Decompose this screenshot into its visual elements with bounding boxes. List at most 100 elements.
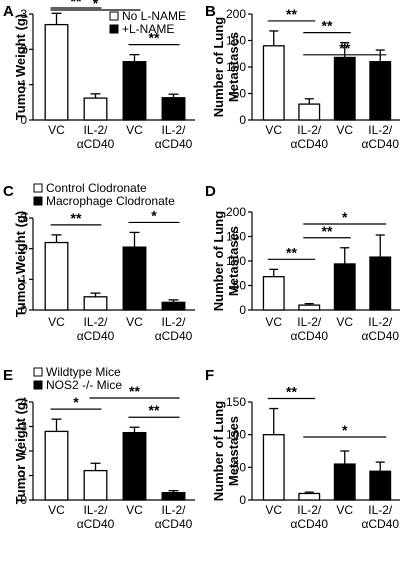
bar: [122, 246, 147, 311]
x-category-label-line: αCD40: [155, 329, 193, 343]
bar: [122, 431, 147, 501]
bar: [298, 304, 321, 311]
bar: [262, 434, 285, 501]
bar: [122, 61, 147, 121]
y-tick-label: 1: [20, 78, 27, 92]
significance-marker: **: [322, 223, 333, 239]
x-category-label: IL-2/αCD40: [77, 315, 115, 343]
x-category-label: IL-2/αCD40: [290, 315, 328, 343]
y-axis-label: Tumor Weight (g): [13, 398, 28, 504]
x-category-label: VC: [336, 315, 353, 329]
y-tick-label: 50: [233, 87, 247, 101]
x-category-label: IL-2/αCD40: [155, 503, 193, 531]
x-category-label-line: IL-2/: [368, 123, 393, 137]
y-axis-label: Number of LungMetastases: [211, 17, 241, 117]
legend-swatch: [109, 11, 119, 21]
x-category-label: VC: [265, 315, 282, 329]
x-category-label-line: IL-2/: [368, 315, 393, 329]
y-tick-label: 0: [20, 493, 27, 507]
significance-marker: **: [149, 402, 160, 418]
bar: [369, 256, 392, 311]
bar: [44, 241, 69, 311]
bar: [161, 491, 186, 501]
y-tick-label: 0: [20, 113, 27, 127]
x-category-label-line: IL-2/: [368, 503, 393, 517]
legend-label: Macrophage Clodronate: [46, 194, 175, 208]
bar: [44, 23, 69, 121]
x-category-label-line: αCD40: [361, 517, 399, 531]
y-tick-label: 200: [226, 7, 246, 21]
significance-marker: *: [73, 394, 79, 410]
panel-label: F: [205, 367, 214, 384]
significance-marker: **: [286, 384, 297, 400]
y-axis-label-line: Metastases: [226, 226, 241, 296]
x-category-label: VC: [48, 123, 65, 137]
y-axis-label: Tumor Weight (g): [13, 211, 28, 317]
legend-label: Wildtype Mice: [46, 365, 121, 379]
x-category-label-line: αCD40: [361, 329, 399, 343]
y-tick-label: 0: [20, 303, 27, 317]
x-category-label-line: αCD40: [77, 329, 115, 343]
x-category-label-line: IL-2/: [83, 503, 108, 517]
y-axis-label-line: Number of Lung: [211, 401, 226, 501]
y-tick-label: 1: [20, 469, 27, 483]
x-category-label: IL-2/αCD40: [77, 503, 115, 531]
x-category-label-line: αCD40: [77, 517, 115, 531]
significance-marker: **: [339, 40, 350, 56]
x-category-label: VC: [48, 315, 65, 329]
legend-label: +L-NAME: [122, 22, 174, 36]
x-category-label: IL-2/αCD40: [290, 123, 328, 151]
panel-label: A: [3, 3, 14, 20]
x-category-label-line: IL-2/: [161, 503, 186, 517]
y-tick-label: 3: [20, 7, 27, 21]
x-category-label-line: IL-2/: [161, 315, 186, 329]
y-tick-label: 0: [239, 303, 246, 317]
x-category-label: VC: [336, 503, 353, 517]
y-tick-label: 2: [20, 42, 27, 56]
significance-marker: **: [71, 210, 82, 226]
x-category-label-line: αCD40: [77, 137, 115, 151]
x-category-label: VC: [265, 123, 282, 137]
legend-swatch: [33, 183, 43, 193]
x-category-label: IL-2/αCD40: [77, 123, 115, 151]
y-tick-label: 100: [226, 428, 246, 442]
x-category-label: VC: [265, 503, 282, 517]
bar: [333, 463, 356, 501]
x-category-label-line: IL-2/: [297, 503, 322, 517]
y-tick-label: 100: [226, 60, 246, 74]
x-category-label: VC: [48, 503, 65, 517]
x-category-label-line: αCD40: [361, 137, 399, 151]
significance-marker: *: [93, 0, 99, 11]
bar: [369, 470, 392, 501]
x-category-label: VC: [126, 123, 143, 137]
x-category-label: IL-2/αCD40: [361, 503, 399, 531]
y-tick-label: 200: [226, 205, 246, 219]
significance-marker: **: [149, 30, 160, 46]
y-tick-label: 0: [239, 113, 246, 127]
x-category-label-line: IL-2/: [83, 315, 108, 329]
x-category-label-line: IL-2/: [83, 123, 108, 137]
x-category-label-line: αCD40: [155, 517, 193, 531]
significance-marker: *: [151, 207, 157, 223]
panel-label: D: [205, 183, 216, 200]
panel-label: E: [3, 367, 13, 384]
y-tick-label: 150: [226, 230, 246, 244]
bar: [83, 97, 108, 121]
x-category-label-line: αCD40: [290, 517, 328, 531]
bar: [298, 103, 321, 121]
y-tick-label: 3: [20, 211, 27, 225]
y-tick-label: 150: [226, 395, 246, 409]
y-tick-label: 100: [226, 254, 246, 268]
y-tick-label: 3: [20, 420, 27, 434]
y-tick-label: 1: [20, 272, 27, 286]
legend-label: No L-NAME: [122, 9, 186, 23]
x-category-label-line: αCD40: [290, 137, 328, 151]
significance-marker: **: [286, 244, 297, 260]
significance-marker: **: [286, 6, 297, 22]
